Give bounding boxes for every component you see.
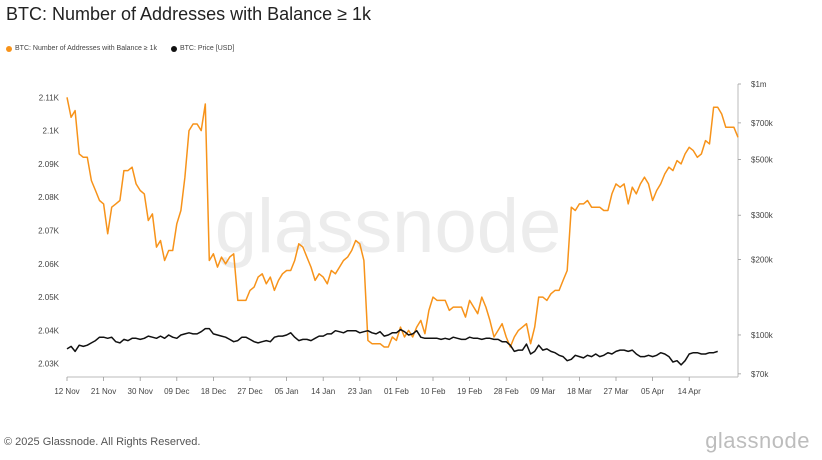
y-left-tick-label: 2.08K	[38, 193, 60, 202]
legend-item-addresses[interactable]: BTC: Number of Addresses with Balance ≥ …	[6, 45, 157, 52]
legend-label-addresses: BTC: Number of Addresses with Balance ≥ …	[15, 45, 157, 52]
y-left-tick-label: 2.07K	[38, 227, 60, 236]
axes: 2.03K 2.04K 2.05K 2.06K 2.07K 2.08K 2.09K 2.1K 2…	[38, 80, 774, 396]
legend-dot-black-icon	[170, 45, 177, 52]
x-tick-label: 21 Nov	[91, 387, 116, 396]
x-tick-label: 30 Nov	[128, 387, 153, 396]
chart-title: BTC: Number of Addresses with Balance ≥ …	[6, 4, 372, 24]
x-tick-label: 28 Feb	[494, 387, 519, 396]
x-tick-label: 18 Mar	[567, 387, 592, 396]
legend: BTC: Number of Addresses with Balance ≥ …	[6, 45, 234, 52]
x-tick-label: 09 Dec	[164, 387, 189, 396]
y-left-tick-label: 2.09K	[38, 160, 60, 169]
watermark-text: glassnode	[215, 184, 562, 269]
y-left-tick-label: 2.1K	[43, 127, 60, 136]
x-tick-label: 14 Jan	[311, 387, 335, 396]
x-tick-label: 10 Feb	[421, 387, 446, 396]
y-right-tick-label: $300k	[751, 211, 774, 220]
series-lines	[66, 97, 739, 366]
x-tick-label: 05 Apr	[641, 387, 664, 396]
y-left-tick-label: 2.11K	[39, 93, 60, 102]
y-right-tick-label: $200k	[751, 255, 774, 264]
glassnode-logo: glassnode	[705, 428, 810, 453]
x-tick-label: 14 Apr	[678, 387, 701, 396]
x-tick-label: 19 Feb	[457, 387, 482, 396]
y-left-tick-label: 2.04K	[38, 326, 60, 335]
y-right-tick-label: $500k	[751, 156, 774, 165]
y-right-tick-label: $700k	[751, 119, 774, 128]
x-tick-label: 27 Mar	[604, 387, 629, 396]
legend-label-price: BTC: Price [USD]	[179, 45, 235, 52]
y-left-tick-label: 2.05K	[38, 293, 60, 302]
y-right-tick-label: $70k	[751, 370, 769, 379]
x-tick-label: 27 Dec	[237, 387, 262, 396]
x-tick-label: 18 Dec	[201, 387, 226, 396]
series-line-addresses	[66, 97, 739, 348]
legend-dot-orange-icon	[6, 45, 12, 52]
x-tick-label: 01 Feb	[384, 387, 409, 396]
y-left-tick-label: 2.03K	[38, 360, 60, 369]
y-right-tick-label: $100k	[751, 331, 774, 340]
x-tick-label: 23 Jan	[348, 387, 372, 396]
legend-item-price[interactable]: BTC: Price [USD]	[170, 45, 235, 52]
x-tick-label: 12 Nov	[54, 387, 79, 396]
series-line-price	[66, 327, 718, 366]
copyright-text: © 2025 Glassnode. All Rights Reserved.	[4, 436, 201, 448]
x-tick-label: 09 Mar	[530, 387, 555, 396]
y-left-tick-label: 2.06K	[38, 260, 60, 269]
y-right-tick-label: $1m	[751, 80, 767, 89]
x-tick-label: 05 Jan	[275, 387, 299, 396]
